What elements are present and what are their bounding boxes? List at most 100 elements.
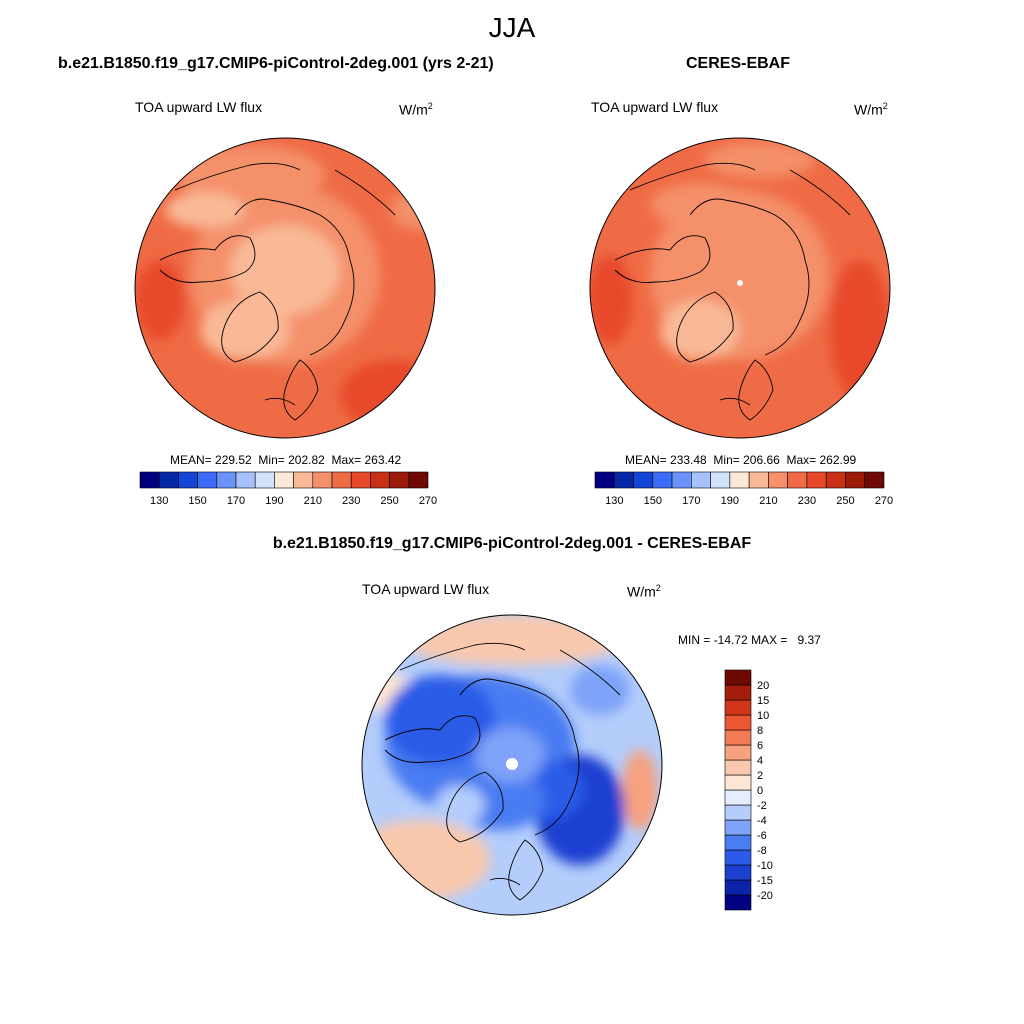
diff-colorbar-box: [724, 669, 752, 686]
diff-colorbar-box: [724, 774, 752, 791]
obs-colorbar-box: [729, 471, 750, 489]
obs-colorbar-box: [787, 471, 808, 489]
diff-colorbar-box: [724, 879, 752, 896]
obs-colorbar-box: [613, 471, 634, 489]
model-colorbar-box: [158, 471, 179, 489]
diff-colorbar-tick-label: 4: [757, 755, 763, 767]
diff-panel-title: b.e21.B1850.f19_g17.CMIP6-piControl-2deg…: [272, 535, 752, 552]
obs-colorbar-tick-label: 230: [798, 495, 816, 507]
model-colorbar-box: [139, 471, 160, 489]
model-colorbar-tick-label: 150: [188, 495, 206, 507]
model-colorbar-tick-label: 190: [265, 495, 283, 507]
obs-map: [590, 138, 890, 438]
diff-colorbar-tick-label: -2: [757, 800, 767, 812]
obs-colorbar-tick-label: 210: [759, 495, 777, 507]
diff-colorbar-box: [724, 759, 752, 776]
diff-colorbar-box: [724, 819, 752, 836]
diff-coastlines: [384, 642, 621, 901]
diff-colorbar-box: [724, 684, 752, 701]
model-colorbar-tick-label: 250: [380, 495, 398, 507]
obs-colorbar-tick-label: 250: [836, 495, 854, 507]
model-coastlines: [159, 162, 396, 421]
obs-panel-title: CERES-EBAF: [686, 55, 791, 72]
diff-colorbar-box: [724, 864, 752, 881]
obs-colorbar-box: [825, 471, 846, 489]
diff-colorbar-box: [724, 789, 752, 806]
diff-colorbar-tick-label: 15: [757, 695, 769, 707]
model-colorbar-box: [350, 471, 371, 489]
model-colorbar-box: [370, 471, 390, 489]
obs-map-border: [589, 137, 891, 439]
obs-colorbar-box: [806, 471, 827, 489]
model-colorbar-box: [331, 471, 352, 489]
diff-colorbar-tick-label: -8: [757, 845, 767, 857]
obs-colorbar-tick-label: 190: [721, 495, 739, 507]
obs-colorbar-box: [594, 471, 615, 489]
diff-colorbar-tick-label: -10: [757, 860, 773, 872]
obs-colorbar-tick-label: 130: [605, 495, 623, 507]
model-colorbar-box: [389, 471, 410, 489]
diff-colorbar-box: [724, 804, 752, 821]
diff-colorbar-box: [724, 834, 752, 851]
diff-colorbar-tick-label: 2: [757, 770, 763, 782]
obs-colorbar-box: [864, 471, 885, 489]
diff-map: [362, 615, 662, 915]
diff-colorbar-tick-label: 20: [757, 680, 769, 692]
obs-colorbar-tick-label: 270: [875, 495, 893, 507]
model-units-label: W/m2: [399, 101, 433, 118]
obs-colorbar-box: [710, 471, 731, 489]
diff-map-border: [361, 614, 663, 916]
diff-colorbar-box: [724, 744, 752, 761]
model-colorbar-tick-label: 210: [304, 495, 322, 507]
diff-colorbar-tick-label: -15: [757, 875, 773, 887]
obs-colorbar-box: [652, 471, 673, 489]
diff-colorbar-tick-label: 8: [757, 725, 763, 737]
model-colorbar-box: [293, 471, 314, 489]
obs-variable-label: TOA upward LW flux: [591, 99, 719, 115]
obs-colorbar-box: [748, 471, 769, 489]
model-variable-label: TOA upward LW flux: [135, 99, 263, 115]
obs-colorbar-tick-label: 150: [644, 495, 662, 507]
model-colorbar-box: [197, 471, 218, 489]
model-colorbar-tick-label: 230: [342, 495, 360, 507]
diff-colorbar-box: [724, 729, 752, 746]
obs-colorbar-box: [691, 471, 711, 489]
model-colorbar-box: [408, 471, 429, 489]
season-title: JJA: [488, 12, 536, 43]
model-colorbar-box: [216, 471, 237, 489]
obs-colorbar-box: [768, 471, 788, 489]
diff-colorbar-tick-label: -6: [757, 830, 767, 842]
model-colorbar: 130 150 170 190 210 230 250 270: [139, 471, 437, 507]
model-colorbar-tick-label: 130: [150, 495, 168, 507]
diff-stats: MIN = -14.72 MAX = 9.37: [678, 633, 821, 647]
obs-stats: MEAN= 233.48 Min= 206.66 Max= 262.99: [625, 453, 857, 467]
model-colorbar-box: [274, 471, 294, 489]
obs-units-label: W/m2: [854, 101, 888, 118]
diff-units-label: W/m2: [627, 583, 661, 600]
model-colorbar-tick-label: 270: [419, 495, 437, 507]
diff-colorbar-box: [724, 714, 752, 731]
diff-colorbar-tick-label: -4: [757, 815, 767, 827]
diff-variable-label: TOA upward LW flux: [362, 581, 490, 597]
model-colorbar-box: [235, 471, 256, 489]
diff-colorbar-tick-label: -20: [757, 890, 773, 902]
model-colorbar-box: [312, 471, 333, 489]
model-map: [135, 138, 435, 438]
model-colorbar-box: [254, 471, 275, 489]
model-panel-title: b.e21.B1850.f19_g17.CMIP6-piControl-2deg…: [58, 55, 494, 72]
model-stats: MEAN= 229.52 Min= 202.82 Max= 263.42: [170, 453, 402, 467]
obs-coastlines: [614, 162, 851, 421]
model-colorbar-tick-label: 170: [227, 495, 245, 507]
obs-colorbar-box: [845, 471, 866, 489]
diff-colorbar-box: [724, 894, 752, 911]
diff-colorbar-box: [724, 849, 752, 866]
diff-colorbar-box: [724, 699, 752, 716]
obs-colorbar-tick-label: 170: [682, 495, 700, 507]
diff-colorbar-tick-label: 10: [757, 710, 769, 722]
model-colorbar-box: [178, 471, 198, 489]
obs-colorbar: 130 150 170 190 210 230 250 270: [594, 471, 893, 507]
diff-colorbar-tick-label: 0: [757, 785, 763, 797]
obs-colorbar-box: [633, 471, 654, 489]
diff-colorbar-tick-label: 6: [757, 740, 763, 752]
